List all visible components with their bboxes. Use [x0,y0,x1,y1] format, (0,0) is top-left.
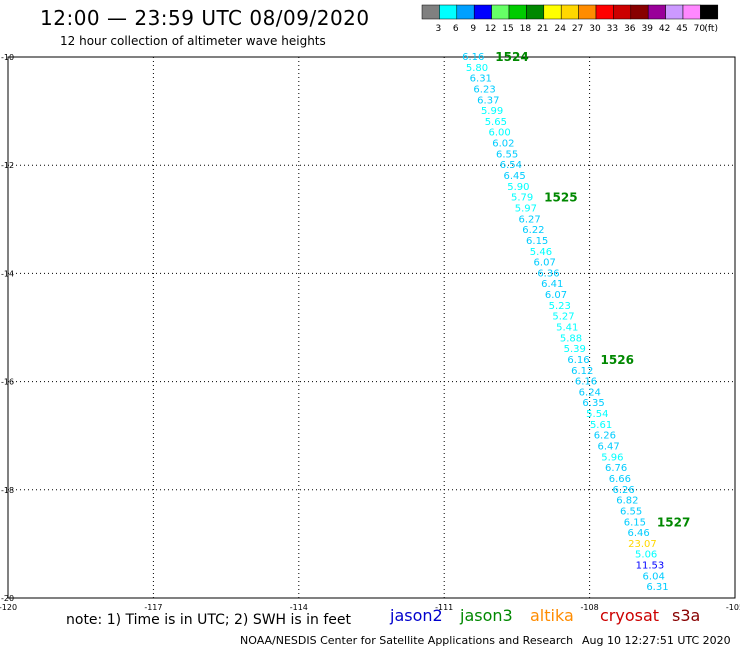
lat-tick-label: -20 [1,594,14,603]
wave-height-value: 5.80 [466,63,488,74]
wave-height-value: 6.45 [503,171,525,182]
wave-height-value: 6.31 [646,582,668,593]
scale-label: 6 [453,24,459,34]
scale-label: 33 [607,24,618,34]
lat-tick-label: -18 [1,486,14,495]
lon-tick-label: -117 [144,603,162,612]
wave-height-value: 6.37 [477,95,499,106]
satellite-legend-s3a: s3a [672,606,701,625]
scale-label: 39 [641,24,653,34]
map-frame [7,56,736,599]
page-subtitle: 12 hour collection of altimeter wave hei… [60,34,326,48]
credit-text: NOAA/NESDIS Center for Satellite Applica… [240,634,574,647]
wave-height-value: 6.54 [500,160,522,171]
lat-tick-label: -10 [1,53,14,62]
wave-height-value: 5.90 [507,182,529,193]
satellite-legend-altika: altika [530,606,574,625]
wave-height-value: 6.26 [612,485,634,496]
wave-height-value: 6.22 [522,225,544,236]
satellite-legend-jason3: jason3 [460,606,513,625]
scale-label: 9 [470,24,476,34]
lon-tick-label: -114 [290,603,308,612]
lat-tick-label: -12 [1,161,14,170]
wave-height-value: 6.15 [624,517,646,528]
time-label: 1525 [544,191,577,205]
wave-height-value: 6.04 [643,571,665,582]
footer-note: note: 1) Time is in UTC; 2) SWH is in fe… [66,612,352,628]
lon-tick-label: -108 [581,603,599,612]
scale-label: 15 [502,24,513,34]
wave-height-value: 6.07 [545,290,567,301]
wave-height-value: 6.16 [575,377,597,388]
wave-height-value: 6.27 [519,214,541,225]
time-label: 1524 [495,50,528,64]
wave-height-value: 5.27 [552,312,574,323]
wave-height-value: 6.47 [597,442,619,453]
scale-label: 30 [589,24,601,34]
wave-height-value: 5.96 [601,452,623,463]
lon-tick-label: -120 [0,603,17,612]
wave-height-value: 11.53 [636,561,665,572]
wave-height-value: 6.07 [534,258,556,269]
scale-swatch [700,4,719,20]
wave-height-value: 5.61 [590,420,612,431]
satellite-legend-jason2: jason2 [390,606,443,625]
scale-label: 24 [554,24,566,34]
wave-height-value: 5.39 [564,344,586,355]
wave-height-value: 5.99 [481,106,503,117]
wave-height-value: 6.16 [462,52,484,63]
wave-height-value: 5.65 [485,117,507,128]
scale-label: 12 [485,24,496,34]
page-title: 12:00 — 23:59 UTC 08/09/2020 [40,6,370,30]
scale-label: 70 [694,24,706,34]
lon-tick-label: -111 [435,603,453,612]
lon-tick-label: -105 [726,603,740,612]
scale-label: 18 [520,24,532,34]
wave-height-value: 6.82 [616,496,638,507]
wave-height-value: 5.88 [560,333,582,344]
wave-height-value: 6.16 [567,355,589,366]
wave-height-map: -120 -117 -114 -111 -108 -105 -10 -12 -14 -16 -18 -… [0,50,740,612]
time-label: 1527 [657,515,690,529]
wave-height-value: 5.23 [549,301,571,312]
scale-label: 42 [659,24,670,34]
wave-height-value: 23.07 [628,539,657,550]
wave-height-value: 5.06 [635,550,657,561]
lat-tick-label: -14 [1,269,14,278]
wave-height-value: 6.46 [628,528,650,539]
scale-label: 27 [572,24,583,34]
wave-height-value: 6.66 [609,474,631,485]
wave-height-value: 6.24 [579,387,601,398]
wave-height-value: 6.26 [594,431,616,442]
lat-tick-label: -16 [1,378,14,387]
wave-height-value: 6.55 [620,506,642,517]
wave-height-value: 5.97 [515,203,537,214]
wave-height-value: 5.54 [586,409,608,420]
wave-height-value: 6.02 [492,139,514,150]
generation-timestamp: Aug 10 12:27:51 UTC 2020 [582,634,731,647]
wave-height-value: 6.23 [473,84,495,95]
wave-height-value: 6.36 [537,268,559,279]
wave-height-value: 5.41 [556,323,578,334]
time-label: 1526 [601,353,634,367]
scale-unit: (ft) [704,24,718,34]
wave-height-value: 6.76 [605,463,627,474]
wave-height-value: 5.46 [530,247,552,258]
scale-label: 36 [624,24,636,34]
wave-height-value: 5.79 [511,193,533,204]
wave-height-value: 6.55 [496,149,518,160]
satellite-legend-cryosat: cryosat [600,606,660,625]
scale-label: 21 [537,24,548,34]
color-scale-legend: 3 6 9 12 15 18 21 24 27 30 33 36 39 42 45 70 (ft) [421,4,719,34]
wave-height-value: 6.41 [541,279,563,290]
wave-height-value: 6.31 [470,74,492,85]
wave-height-value: 6.00 [488,128,510,139]
wave-height-value: 6.15 [526,236,548,247]
scale-label: 3 [436,24,442,34]
wave-height-value: 6.12 [571,366,593,377]
wave-height-value: 6.35 [582,398,604,409]
scale-label: 45 [676,24,687,34]
